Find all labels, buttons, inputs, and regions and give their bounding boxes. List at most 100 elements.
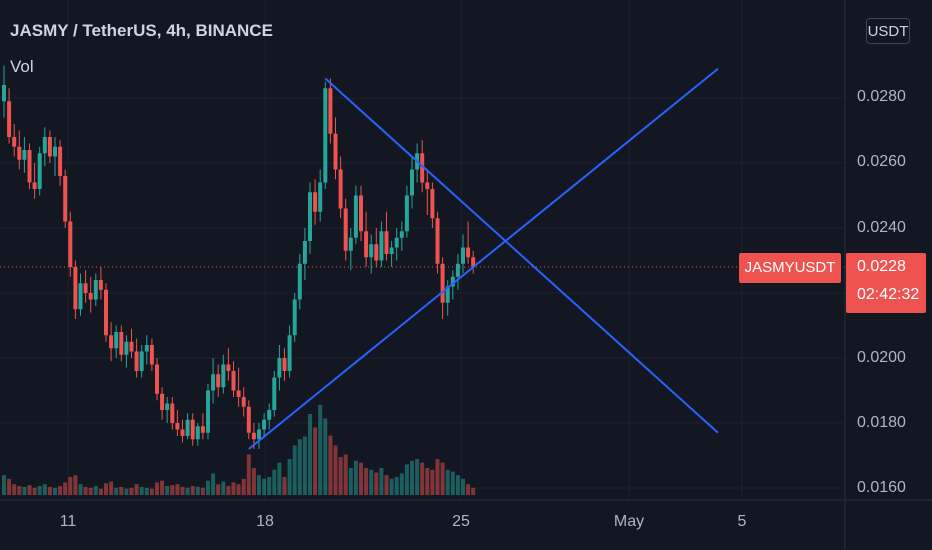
candle-body <box>394 237 399 248</box>
candle <box>440 257 445 319</box>
price-tick: 0.0180 <box>857 414 906 431</box>
candle-body <box>27 150 32 183</box>
candle-body <box>175 423 180 430</box>
volume-bar <box>297 439 302 495</box>
candle-body <box>353 195 358 238</box>
candle <box>430 182 435 228</box>
trendline-upper[interactable] <box>324 77 719 434</box>
volume-bar <box>221 481 226 495</box>
volume-bar <box>42 484 47 495</box>
candle <box>170 397 175 430</box>
volume-bar <box>343 454 348 495</box>
candle-body <box>32 182 37 189</box>
volume-bar <box>302 436 307 495</box>
candle-body <box>134 351 139 371</box>
candle <box>262 413 267 436</box>
candle <box>445 280 450 316</box>
volume-bar <box>292 445 297 495</box>
candle <box>292 293 297 342</box>
candle <box>104 283 108 342</box>
volume-bar <box>211 473 216 495</box>
candle-body <box>104 289 108 336</box>
currency-unit-button[interactable]: USDT <box>866 18 910 44</box>
candle <box>333 117 338 180</box>
candle-body <box>384 231 389 254</box>
candlesticks <box>2 65 476 449</box>
price-tick: 0.0280 <box>857 88 906 105</box>
candle <box>160 387 165 420</box>
candle-body <box>160 393 165 410</box>
candle <box>338 156 343 219</box>
candle <box>297 254 302 310</box>
volume-bar <box>231 482 236 495</box>
candle-body <box>22 150 27 160</box>
trendlines[interactable] <box>248 67 719 450</box>
candle-body <box>461 247 465 264</box>
candle-body <box>17 146 22 160</box>
volume-indicator-label[interactable]: Vol <box>10 57 34 76</box>
candle-body <box>114 332 119 349</box>
candle <box>185 413 190 440</box>
volume-bar <box>415 459 420 495</box>
candle-body <box>430 189 435 219</box>
volume-bar <box>272 469 277 495</box>
candle-body <box>119 332 124 355</box>
volume-bar <box>262 478 267 495</box>
candle <box>98 267 103 300</box>
volume-bar <box>93 486 98 495</box>
candle-body <box>73 267 78 310</box>
candle <box>22 137 27 173</box>
volume-bar <box>333 445 338 495</box>
candle <box>32 163 37 199</box>
candle <box>119 325 124 362</box>
candle-body <box>42 137 47 154</box>
candle-body <box>226 364 231 371</box>
candle <box>241 387 246 417</box>
candle <box>195 423 200 446</box>
volume-bar <box>430 469 435 495</box>
candle-body <box>216 374 221 388</box>
candle-body <box>404 195 409 232</box>
candle <box>425 169 430 215</box>
volume-bar <box>348 468 353 495</box>
volume-bar <box>241 478 246 495</box>
candle <box>359 185 363 241</box>
candle <box>455 254 460 290</box>
candle-body <box>195 426 200 440</box>
candle <box>379 221 384 267</box>
candle-body <box>206 390 210 433</box>
candle-body <box>379 231 384 261</box>
volume-bar <box>37 486 42 495</box>
volume-bar <box>134 484 139 495</box>
volume-bar <box>450 471 455 495</box>
candle <box>302 228 307 280</box>
candle <box>88 276 93 313</box>
candle <box>63 169 68 228</box>
candle-body <box>58 146 63 176</box>
candle-body <box>246 406 251 433</box>
symbol-label: JASMYUSDT <box>739 253 841 283</box>
volume-bar <box>267 477 272 495</box>
trendline-lower[interactable] <box>248 67 719 450</box>
volume-bar <box>282 477 287 495</box>
price-tick: 0.0160 <box>857 479 906 496</box>
volume-bar <box>394 477 399 495</box>
candle <box>37 146 42 196</box>
volume-bar <box>119 486 124 495</box>
volume-bar <box>226 486 231 495</box>
candle-body <box>297 263 302 300</box>
candle <box>404 185 409 238</box>
candle-body <box>88 293 93 300</box>
candle-body <box>2 85 6 102</box>
volume-bar <box>440 462 445 495</box>
volume-bar <box>53 487 57 495</box>
candle-body <box>287 335 292 371</box>
volume-bar <box>12 484 17 495</box>
candle-body <box>313 192 318 212</box>
candle <box>124 335 129 368</box>
volume-bar <box>160 480 165 495</box>
candle-body <box>440 263 445 303</box>
candle-body <box>420 153 425 183</box>
volume-bar <box>58 486 63 495</box>
